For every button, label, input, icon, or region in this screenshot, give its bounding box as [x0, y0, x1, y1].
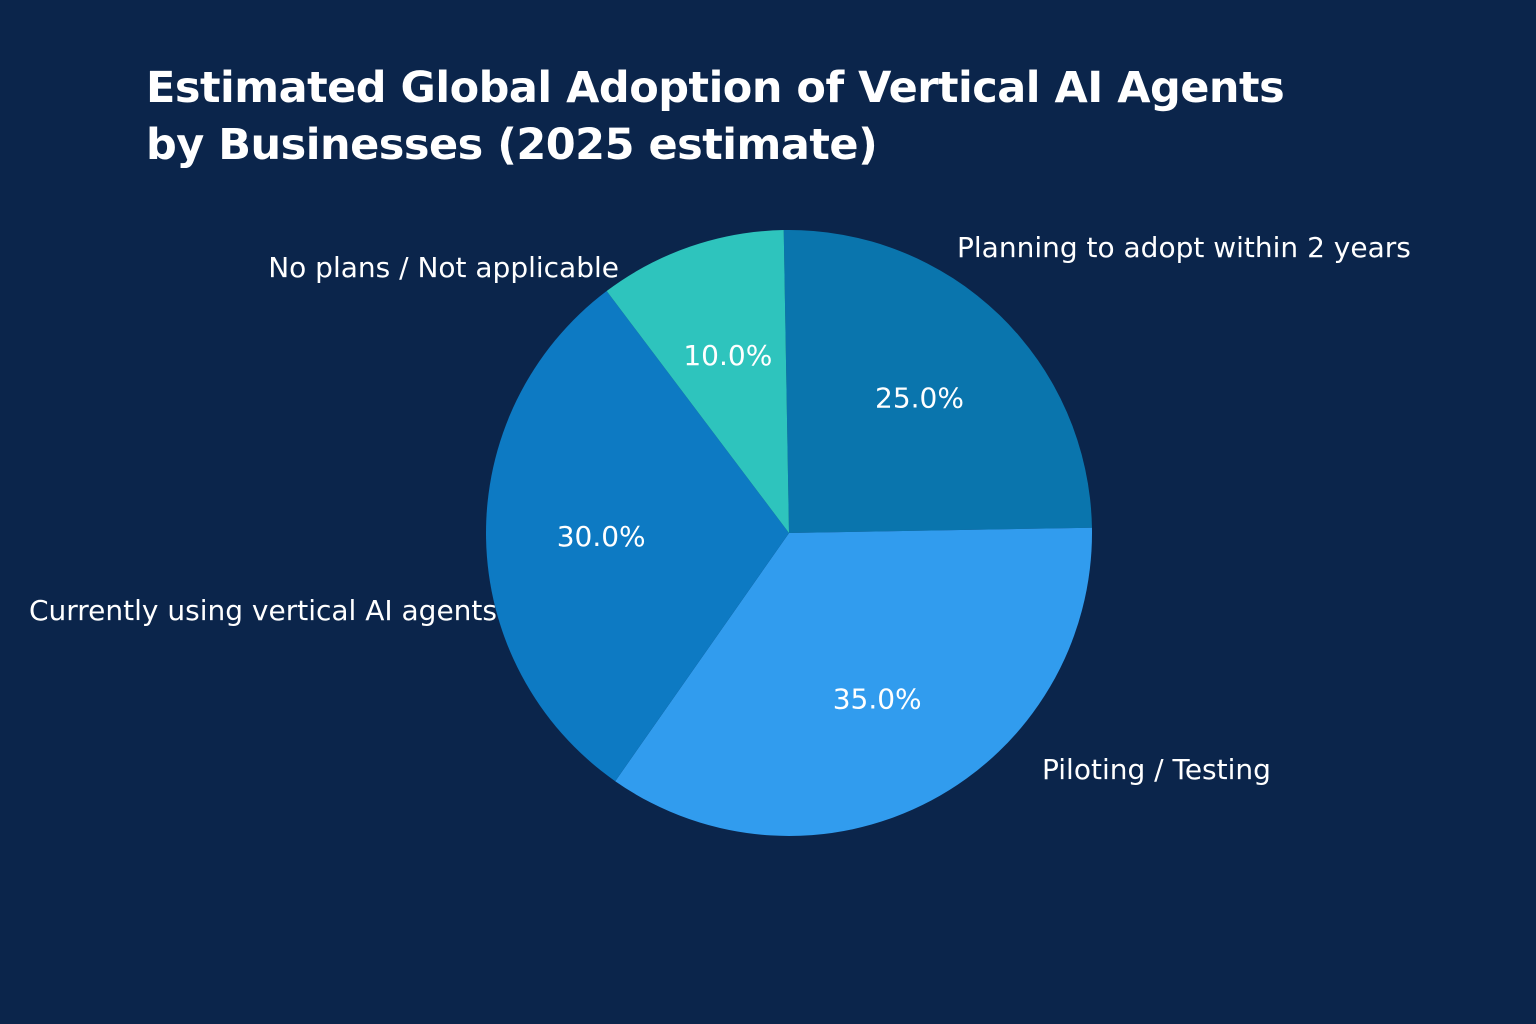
chart-title: Estimated Global Adoption of Vertical AI… [146, 60, 1396, 174]
pie-slice-percent-3: 30.0% [557, 520, 646, 553]
pie-slice-label-1: Planning to adopt within 2 years [957, 231, 1411, 264]
pie-slice-percent-4: 10.0% [683, 339, 772, 372]
pie-slice-label-3: Currently using vertical AI agents [29, 594, 497, 627]
pie-slice-label-4: No plans / Not applicable [268, 251, 619, 284]
pie-slice-2 [615, 527, 1092, 836]
chart-title-line-2: by Businesses (2025 estimate) [146, 120, 878, 170]
pie-slice-percent-1: 25.0% [875, 381, 964, 414]
pie-slice-3 [486, 291, 789, 782]
pie-category-labels: Planning to adopt within 2 years Piloting… [29, 231, 1411, 786]
pie-percent-labels: 25.0% 35.0% 30.0% 10.0% [557, 339, 964, 715]
pie-slice-1 [783, 229, 1092, 533]
pie-slice-4 [606, 230, 789, 533]
pie-slices [486, 229, 1092, 836]
chart-title-line-1: Estimated Global Adoption of Vertical AI… [146, 63, 1285, 113]
pie-slice-percent-2: 35.0% [833, 682, 922, 715]
pie-slice-label-2: Piloting / Testing [1042, 753, 1271, 786]
